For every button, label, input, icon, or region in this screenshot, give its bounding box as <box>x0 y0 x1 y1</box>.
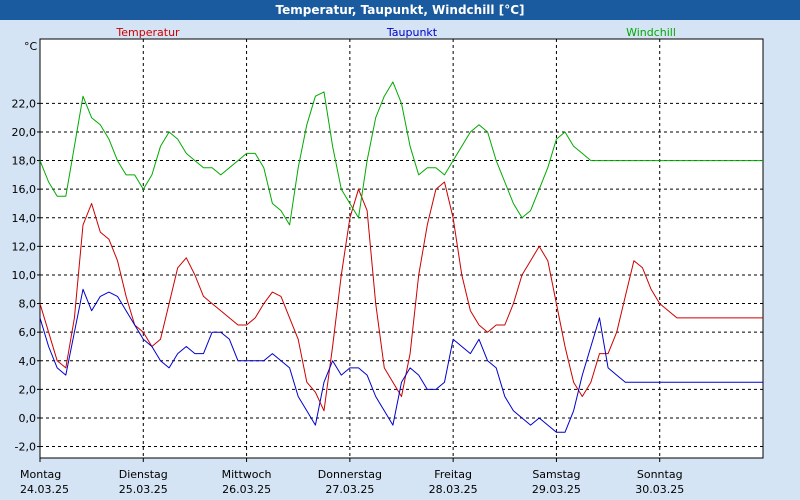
x-tick-date-label: 27.03.25 <box>325 483 374 496</box>
x-tick-day-label: Donnerstag <box>318 468 382 481</box>
x-tick-day-label: Montag <box>20 468 61 481</box>
x-tick-date-label: 24.03.25 <box>20 483 69 496</box>
y-tick-label: 14,0 <box>12 212 37 225</box>
x-axis: Montag 24.03.25 Dienstag 25.03.25 Mittwoch 26… <box>20 458 684 496</box>
plot-area <box>39 38 764 459</box>
x-tick-day-label: Samstag <box>532 468 580 481</box>
x-tick-date-label: 26.03.25 <box>222 483 271 496</box>
x-tick-date-label: 28.03.25 <box>429 483 478 496</box>
legend-taupunkt: Taupunkt <box>386 26 438 39</box>
legend-windchill: Windchill <box>626 26 676 39</box>
gridlines <box>40 39 763 458</box>
x-tick-day-label: Sonntag <box>637 468 683 481</box>
series-lines <box>39 81 763 433</box>
x-tick-day-label: Dienstag <box>119 468 168 481</box>
y-axis: -2,0 0,0 2,0 4,0 6,0 8,0 10,0 12,0 14,0 16,0 18,0 2… <box>12 97 40 454</box>
y-tick-label: 20,0 <box>12 126 37 139</box>
y-tick-label: 6,0 <box>19 326 37 339</box>
series-line-taupunkt <box>39 288 763 433</box>
series-line-temperatur <box>39 181 763 412</box>
x-tick-date-label: 30.03.25 <box>635 483 684 496</box>
series-line-windchill <box>39 81 763 226</box>
y-tick-label: 12,0 <box>12 240 37 253</box>
legend: Temperatur Taupunkt Windchill <box>115 26 676 39</box>
y-tick-label: 22,0 <box>12 97 37 110</box>
x-tick-day-label: Mittwoch <box>222 468 272 481</box>
window-title: Temperatur, Taupunkt, Windchill [°C] <box>0 0 800 20</box>
x-tick-day-label: Freitag <box>434 468 472 481</box>
y-tick-label: 18,0 <box>12 155 37 168</box>
y-tick-label: 8,0 <box>19 298 37 311</box>
temperature-chart: -2,0 0,0 2,0 4,0 6,0 8,0 10,0 12,0 14,0 16,0 18,0 2… <box>12 26 764 496</box>
x-tick-date-label: 25.03.25 <box>119 483 168 496</box>
y-tick-label: 2,0 <box>19 383 37 396</box>
x-tick-date-label: 29.03.25 <box>532 483 581 496</box>
y-tick-label: -2,0 <box>15 441 36 454</box>
legend-temperatur: Temperatur <box>115 26 180 39</box>
y-tick-label: 4,0 <box>19 355 37 368</box>
y-tick-label: 16,0 <box>12 183 37 196</box>
chart-frame: -2,0 0,0 2,0 4,0 6,0 8,0 10,0 12,0 14,0 16,0 18,0 2… <box>0 20 800 500</box>
y-unit-label: °C <box>24 40 38 53</box>
y-tick-label: 0,0 <box>19 412 37 425</box>
y-tick-label: 10,0 <box>12 269 37 282</box>
